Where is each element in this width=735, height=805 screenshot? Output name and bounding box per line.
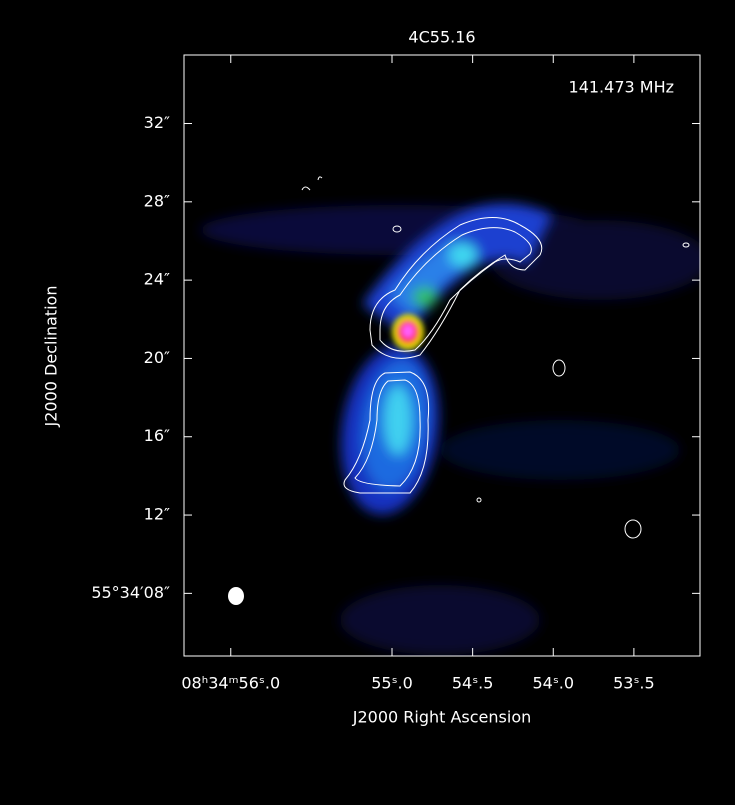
x-tick-label: 54ˢ.0 bbox=[532, 674, 574, 693]
chart-title: 4C55.16 bbox=[408, 28, 475, 47]
x-tick-label: 54ˢ.5 bbox=[452, 674, 494, 693]
y-tick-label: 12″ bbox=[144, 505, 170, 524]
x-tick-label: 53ˢ.5 bbox=[613, 674, 655, 693]
y-tick-label: 16″ bbox=[144, 426, 170, 445]
y-tick-label: 20″ bbox=[144, 348, 170, 367]
x-tick-label: 55ˢ.0 bbox=[371, 674, 413, 693]
y-tick-label: 32″ bbox=[144, 113, 170, 132]
y-tick-label: 28″ bbox=[144, 191, 170, 210]
x-axis-label: J2000 Right Ascension bbox=[352, 708, 532, 727]
y-tick-label: 24″ bbox=[144, 270, 170, 289]
y-tick-label: 55°34′08″ bbox=[91, 583, 170, 602]
beam bbox=[228, 587, 244, 605]
x-tick-label: 08ʰ34ᵐ56ˢ.0 bbox=[181, 674, 280, 693]
annotation: 141.473 MHz bbox=[569, 78, 674, 97]
y-axis-label: J2000 Declination bbox=[42, 286, 61, 428]
chart: 4C55.16 141.473 MHz J2000 Right Ascensio… bbox=[0, 0, 735, 805]
